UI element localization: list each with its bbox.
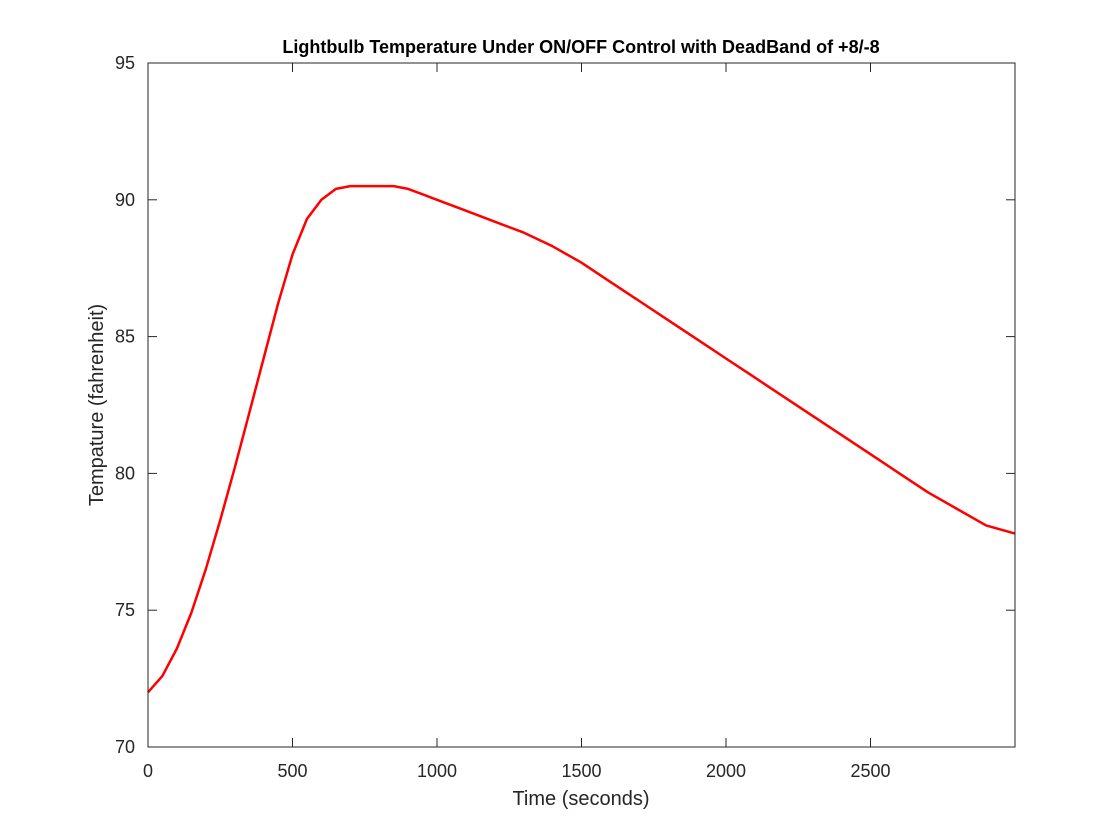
y-tick-label: 85 (115, 327, 135, 347)
x-axis-label: Time (seconds) (512, 788, 649, 810)
y-tick-label: 95 (115, 53, 135, 73)
chart-title: Lightbulb Temperature Under ON/OFF Contr… (282, 37, 879, 57)
y-tick-label: 90 (115, 190, 135, 210)
x-tick-label: 1000 (417, 761, 457, 781)
y-tick-label: 80 (115, 463, 135, 483)
x-tick-label: 500 (277, 761, 307, 781)
x-tick-label: 0 (143, 761, 153, 781)
y-axis-label: Tempature (fahrenheit) (86, 304, 108, 506)
axes: 0 500 1000 1500 2000 2500 70 75 80 85 90 95 (115, 53, 1016, 781)
y-tick-label: 75 (115, 600, 135, 620)
temperature-series-line (147, 184, 1016, 694)
y-tick-label: 70 (115, 737, 135, 757)
x-tick-label: 2000 (706, 761, 746, 781)
x-tick-label: 2500 (850, 761, 890, 781)
x-tick-label: 1500 (561, 761, 601, 781)
plot-area (147, 184, 1016, 694)
